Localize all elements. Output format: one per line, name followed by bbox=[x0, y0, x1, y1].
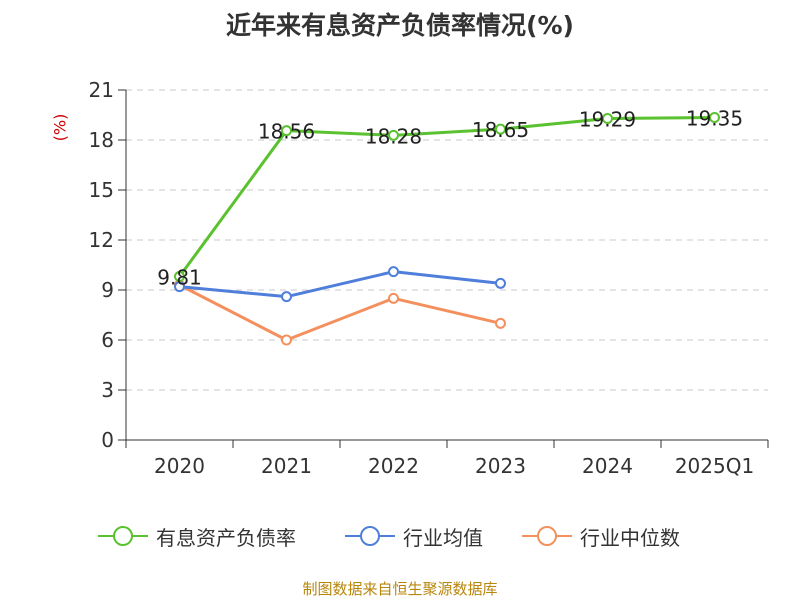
data-point bbox=[281, 291, 292, 303]
y-tick-label: 9 bbox=[101, 278, 114, 302]
x-tick-label: 2020 bbox=[154, 454, 205, 478]
x-tick-label: 2021 bbox=[261, 454, 312, 478]
data-point bbox=[281, 334, 292, 346]
x-tick-label: 2024 bbox=[582, 454, 633, 478]
data-label: 19.29 bbox=[579, 108, 636, 132]
data-point bbox=[602, 113, 613, 124]
data-point bbox=[495, 277, 506, 289]
data-point bbox=[281, 125, 292, 137]
legend-marker-icon bbox=[522, 526, 572, 546]
legend-label: 有息资产负债率 bbox=[156, 525, 296, 550]
y-tick-label: 0 bbox=[101, 428, 114, 452]
x-tick-label: 2022 bbox=[368, 454, 419, 478]
legend-item-series-2[interactable]: 行业中位数 bbox=[522, 521, 680, 551]
series-line-0 bbox=[178, 116, 715, 278]
y-tick-label: 21 bbox=[89, 78, 114, 102]
data-point bbox=[174, 271, 185, 282]
data-point bbox=[495, 123, 506, 135]
legend-marker-icon bbox=[345, 526, 395, 546]
series-line-2 bbox=[178, 283, 501, 342]
legend-item-series-1[interactable]: 行业均值 bbox=[345, 521, 483, 551]
legend-label: 行业均值 bbox=[403, 525, 483, 550]
data-point bbox=[174, 281, 185, 293]
y-tick-label: 12 bbox=[89, 228, 114, 252]
legend-marker-icon bbox=[98, 526, 148, 546]
data-label: 9.81 bbox=[157, 266, 202, 290]
data-point bbox=[709, 112, 720, 123]
series-line-1 bbox=[179, 270, 501, 299]
chart-title: 近年来有息资产负债率情况(%) bbox=[226, 11, 574, 40]
y-tick-label: 3 bbox=[101, 378, 114, 402]
x-tick-label: 2025Q1 bbox=[675, 454, 754, 478]
source-note: 制图数据来自恒生聚源数据库 bbox=[302, 580, 498, 598]
data-point bbox=[388, 266, 399, 278]
y-tick-label: 6 bbox=[101, 328, 114, 352]
legend-item-series-0[interactable]: 有息资产负债率 bbox=[98, 521, 296, 551]
data-point bbox=[388, 292, 399, 304]
x-tick-label: 2023 bbox=[475, 454, 526, 478]
data-label: 18.65 bbox=[472, 118, 529, 142]
legend-label: 行业中位数 bbox=[580, 525, 680, 550]
data-point bbox=[388, 129, 399, 141]
data-point bbox=[495, 317, 506, 329]
data-label: 18.56 bbox=[258, 120, 315, 144]
y-tick-label: 18 bbox=[89, 128, 114, 152]
data-label: 19.35 bbox=[686, 107, 743, 131]
y-tick-label: 15 bbox=[89, 178, 114, 202]
data-label: 18.28 bbox=[365, 124, 422, 148]
